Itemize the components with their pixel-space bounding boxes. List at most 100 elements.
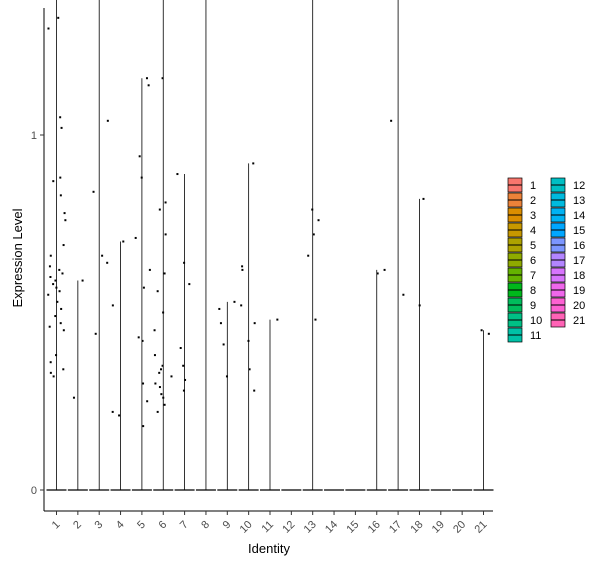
data-point xyxy=(182,389,185,392)
data-point xyxy=(253,389,256,392)
data-point xyxy=(240,304,243,307)
data-point xyxy=(111,410,114,413)
legend-entry-13: 13 xyxy=(550,192,585,208)
violin-13 xyxy=(302,0,323,491)
x-tick-label: 11 xyxy=(260,519,277,536)
legend-label: 8 xyxy=(530,285,536,297)
data-point xyxy=(57,16,60,19)
violin-21 xyxy=(473,329,494,491)
data-point xyxy=(58,290,61,293)
data-point xyxy=(233,300,236,303)
data-point xyxy=(63,212,66,215)
x-tick-label: 8 xyxy=(199,519,212,532)
x-tick-label: 21 xyxy=(472,519,489,536)
x-tick-label: 9 xyxy=(221,519,234,532)
data-point xyxy=(59,322,62,325)
data-point xyxy=(49,254,52,257)
data-point xyxy=(248,368,251,371)
axes: 012123456789101112131415161718192021 xyxy=(31,8,493,536)
data-point xyxy=(161,77,164,80)
data-point xyxy=(138,155,141,158)
violin-5 xyxy=(131,77,152,491)
data-point xyxy=(47,293,50,296)
data-point xyxy=(81,279,84,282)
data-point xyxy=(72,396,75,399)
data-point xyxy=(183,261,186,264)
data-point xyxy=(134,236,137,239)
x-tick-label: 12 xyxy=(280,519,297,536)
x-tick-label: 14 xyxy=(323,519,340,536)
data-point xyxy=(55,354,58,357)
legend-label: 4 xyxy=(530,225,536,237)
legend-entry-11: 11 xyxy=(507,327,541,343)
data-point xyxy=(64,219,67,222)
data-point xyxy=(54,279,57,282)
data-point xyxy=(158,208,161,211)
data-point xyxy=(55,286,58,289)
data-point xyxy=(62,368,65,371)
data-point xyxy=(60,126,63,129)
data-point xyxy=(106,261,109,264)
legend-label: 19 xyxy=(573,285,585,297)
x-tick-label: 19 xyxy=(430,519,447,536)
data-point xyxy=(145,77,148,80)
data-point xyxy=(56,300,59,303)
legend-entry-1: 1 xyxy=(507,177,536,193)
x-tick-label: 5 xyxy=(135,519,148,532)
legend-label: 21 xyxy=(573,315,585,327)
violin-1 xyxy=(46,0,67,491)
data-point xyxy=(253,322,256,325)
data-point xyxy=(383,268,386,271)
x-tick-label: 17 xyxy=(387,519,404,536)
data-point xyxy=(122,240,125,243)
violin-6 xyxy=(153,0,174,491)
legend-label: 6 xyxy=(530,255,536,267)
data-point xyxy=(317,219,320,222)
data-point xyxy=(418,304,421,307)
x-tick-label: 15 xyxy=(344,519,361,536)
violin-10 xyxy=(238,162,259,491)
data-point xyxy=(480,329,483,332)
data-point xyxy=(94,332,97,335)
x-tick-label: 16 xyxy=(366,519,383,536)
data-point xyxy=(247,339,250,342)
data-point xyxy=(147,84,150,87)
data-point xyxy=(179,347,182,349)
legend-entry-6: 6 xyxy=(507,252,536,268)
data-point xyxy=(160,393,163,396)
x-tick-label: 18 xyxy=(408,519,425,536)
data-point xyxy=(390,119,393,122)
data-point xyxy=(218,307,221,310)
legend-entry-18: 18 xyxy=(550,267,585,283)
data-point xyxy=(142,382,145,385)
legend-entry-20: 20 xyxy=(550,297,585,313)
legend-entry-3: 3 xyxy=(507,207,536,223)
data-point xyxy=(164,201,167,204)
legend-entry-17: 17 xyxy=(550,252,585,268)
plot-area xyxy=(46,0,494,491)
data-point xyxy=(163,272,166,275)
data-point xyxy=(154,382,157,385)
data-point xyxy=(376,272,379,275)
x-tick-label: 4 xyxy=(114,519,127,532)
legend-entry-16: 16 xyxy=(550,237,585,253)
legend-entry-7: 7 xyxy=(507,267,536,283)
legend-entry-8: 8 xyxy=(507,282,536,298)
data-point xyxy=(49,371,52,374)
x-axis-title: Identity xyxy=(248,541,290,556)
legend-label: 11 xyxy=(530,330,541,342)
data-point xyxy=(162,311,165,314)
legend-label: 13 xyxy=(573,195,585,207)
data-point xyxy=(141,339,144,342)
legend-entry-10: 10 xyxy=(507,312,542,328)
data-point xyxy=(307,254,310,257)
data-point xyxy=(59,176,62,179)
data-point xyxy=(58,268,61,271)
legend-label: 15 xyxy=(573,225,585,237)
x-tick-label: 13 xyxy=(302,519,319,536)
data-point xyxy=(176,173,179,176)
legend-label: 12 xyxy=(573,180,585,192)
data-point xyxy=(118,414,121,417)
legend-label: 16 xyxy=(573,240,585,252)
